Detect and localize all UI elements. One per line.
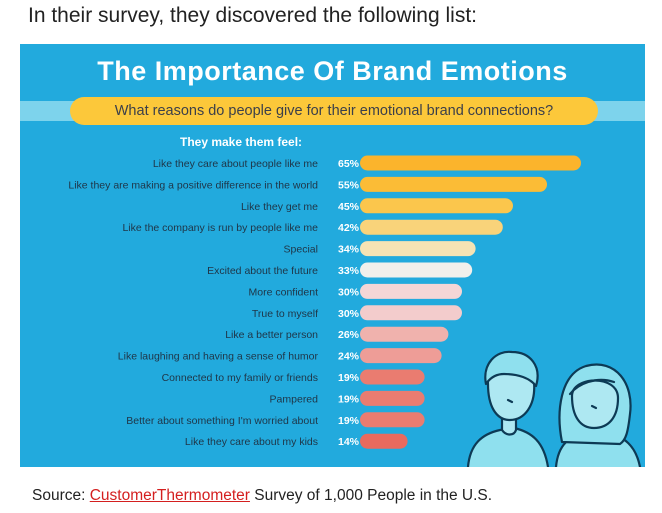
category-label: Excited about the future (207, 265, 318, 277)
bar (360, 305, 462, 321)
customer-thermometer-link[interactable]: CustomerThermometer (89, 487, 250, 504)
bar (360, 176, 547, 192)
bar (360, 433, 408, 449)
bar (360, 198, 513, 214)
bar (360, 283, 462, 299)
value-label: 30% (338, 308, 360, 320)
category-label: Like the company is run by people like m… (122, 222, 318, 234)
bar (360, 326, 449, 342)
bar (360, 390, 425, 406)
value-label: 24% (338, 351, 360, 363)
category-label: Like they care about my kids (185, 436, 318, 448)
people-illustration-icon (466, 350, 642, 467)
chart-subtitle: What reasons do people give for their em… (70, 97, 598, 125)
value-label: 19% (338, 372, 360, 384)
bar (360, 155, 581, 171)
category-label: Connected to my family or friends (162, 372, 318, 384)
value-label: 14% (338, 436, 360, 448)
value-label: 65% (338, 158, 360, 170)
category-label: More confident (249, 286, 319, 298)
intro-text: In their survey, they discovered the fol… (28, 4, 477, 27)
category-label: Like they get me (241, 201, 318, 213)
chart-header-label: They make them feel: (180, 135, 303, 149)
value-label: 19% (338, 393, 360, 405)
category-label: Like a better person (225, 329, 318, 341)
bar (360, 262, 473, 278)
category-label: Like they care about people like me (153, 158, 318, 170)
bar (360, 412, 425, 428)
category-label: Like they are making a positive differen… (68, 179, 318, 191)
bar-chart: Like they care about people like me 65% Li… (68, 155, 581, 449)
value-label: 42% (338, 222, 360, 234)
source-prefix: Source: (32, 487, 90, 504)
chart-title: The Importance Of Brand Emotions (97, 56, 568, 86)
category-label: Special (284, 244, 318, 256)
bar (360, 219, 503, 235)
bar (360, 369, 425, 385)
value-label: 55% (338, 179, 360, 191)
infographic-panel: The Importance Of Brand Emotions What re… (20, 44, 645, 467)
value-label: 45% (338, 201, 360, 213)
category-label: True to myself (252, 308, 318, 320)
bar (360, 241, 476, 257)
value-label: 34% (338, 244, 360, 256)
bar (360, 348, 442, 364)
category-label: Pampered (270, 393, 319, 405)
category-label: Better about something I'm worried about (126, 415, 318, 427)
value-label: 33% (338, 265, 360, 277)
value-label: 30% (338, 286, 360, 298)
source-suffix: Survey of 1,000 People in the U.S. (249, 487, 493, 504)
value-label: 19% (338, 415, 360, 427)
source-line: Source: CustomerThermometer Survey of 1,… (32, 487, 492, 505)
value-label: 26% (338, 329, 360, 341)
category-label: Like laughing and having a sense of humo… (118, 351, 319, 363)
